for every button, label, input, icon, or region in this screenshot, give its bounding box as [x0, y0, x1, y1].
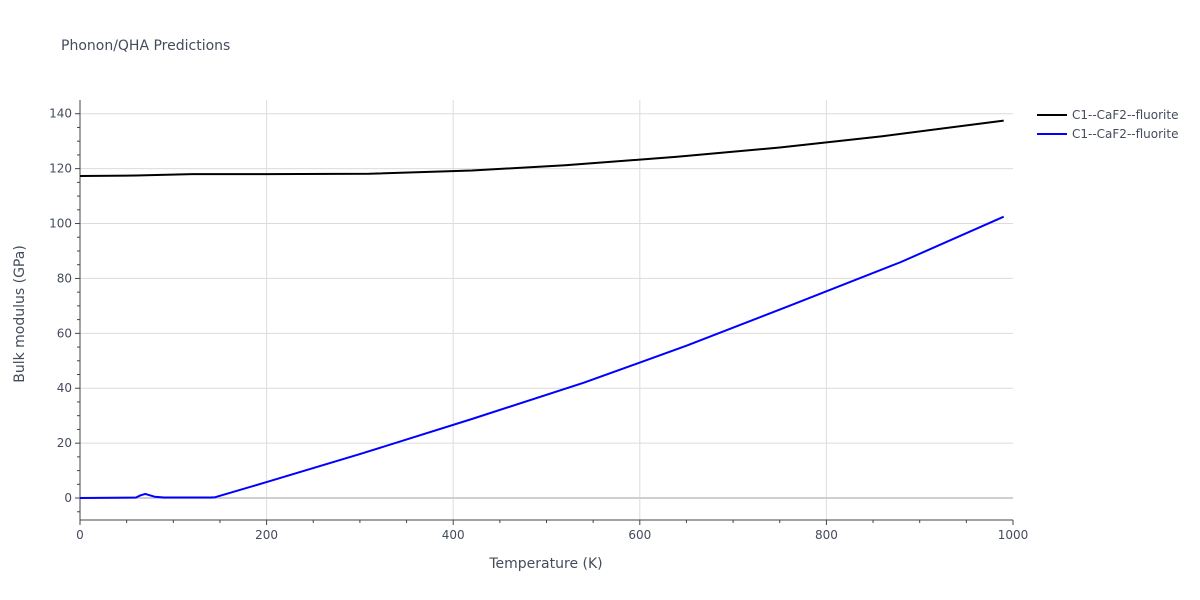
y-tick-label: 80: [57, 271, 72, 285]
legend-label: C1--CaF2--fluorite: [1072, 108, 1178, 122]
y-tick-label: 0: [64, 491, 72, 505]
chart-title: Phonon/QHA Predictions: [61, 38, 230, 54]
x-tick-label: 1000: [998, 528, 1029, 542]
y-tick-label: 120: [49, 162, 72, 176]
x-axis-label: Temperature (K): [488, 556, 602, 572]
y-axis-label: Bulk modulus (GPa): [12, 245, 28, 383]
x-tick-label: 400: [442, 528, 465, 542]
series-line-1: [79, 119, 1004, 177]
x-tick-label: 200: [255, 528, 278, 542]
x-tick-label: 0: [76, 528, 84, 542]
y-tick-label: 140: [49, 107, 72, 121]
y-tick-label: 100: [49, 217, 72, 231]
legend[interactable]: C1--CaF2--fluorite C1--CaF2--fluorite: [1037, 108, 1178, 141]
x-tick-label: 800: [815, 528, 838, 542]
grid-lines: [80, 100, 1013, 520]
y-tick-labels: 0 20 40 60 80 100 120 140: [49, 107, 72, 505]
legend-label: C1--CaF2--fluorite: [1072, 127, 1178, 141]
x-tick-labels: 0 200 400 600 800 1000: [76, 528, 1028, 542]
y-tick-label: 60: [57, 326, 72, 340]
legend-item-1[interactable]: C1--CaF2--fluorite: [1037, 108, 1178, 122]
series-line-2: [79, 215, 1005, 499]
axes: [75, 100, 1014, 525]
x-tick-label: 600: [628, 528, 651, 542]
legend-item-2[interactable]: C1--CaF2--fluorite: [1037, 127, 1178, 141]
series-lines: [79, 119, 1005, 499]
y-tick-label: 20: [57, 436, 72, 450]
y-tick-label: 40: [57, 381, 72, 395]
